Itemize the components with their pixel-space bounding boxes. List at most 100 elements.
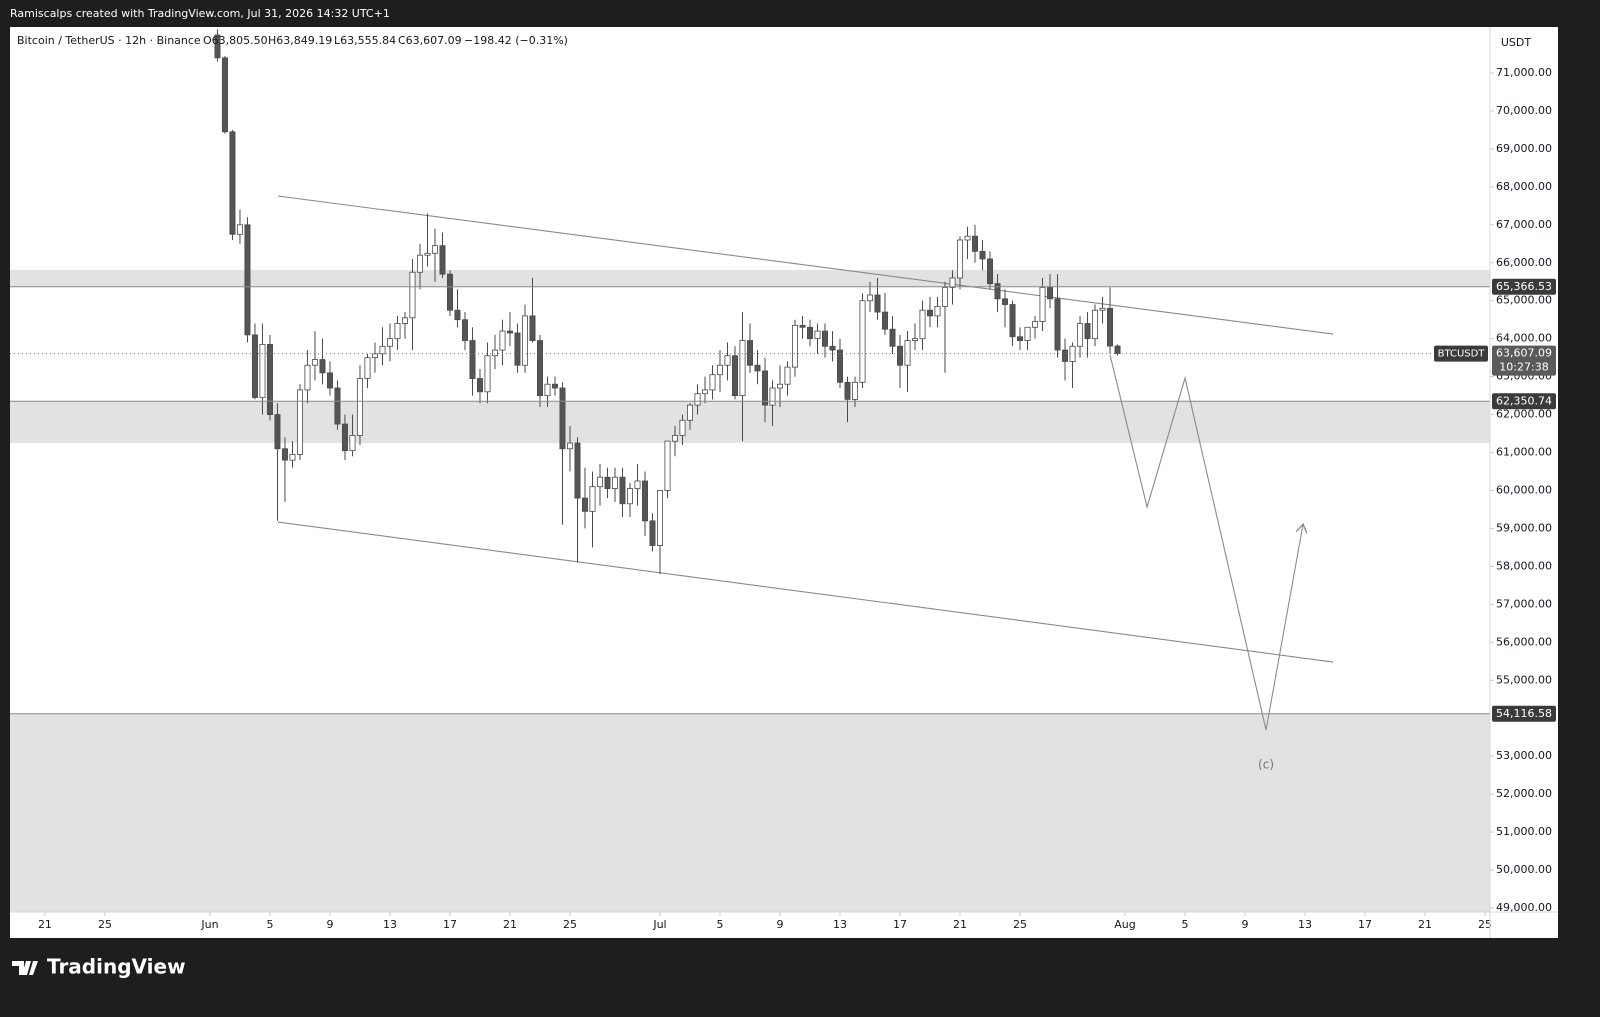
candle-body: [919, 309, 926, 340]
y-tick-label: 62,000.00: [1496, 408, 1552, 421]
candle-body: [334, 387, 341, 425]
candle-body: [566, 442, 573, 450]
candle-body: [731, 355, 738, 397]
candle-body: [754, 364, 761, 372]
countdown: 10:27:38: [1499, 361, 1548, 374]
candle-body: [544, 383, 551, 397]
candle-body: [1099, 307, 1106, 311]
y-tick-label: 57,000.00: [1496, 597, 1552, 610]
candle-body: [934, 306, 941, 317]
candle-body: [604, 476, 611, 489]
candle-body: [1084, 323, 1091, 340]
candle-body: [341, 423, 348, 452]
y-tick-label: 59,000.00: [1496, 521, 1552, 534]
candle-body: [769, 387, 776, 406]
candle-body: [942, 287, 949, 307]
level-label: 54,116.58: [1496, 707, 1552, 720]
candle-body: [386, 338, 393, 347]
candle-body: [1047, 287, 1054, 300]
x-tick-label: 21: [953, 918, 967, 931]
candle-body: [266, 343, 273, 415]
x-tick-label: 17: [1358, 918, 1372, 931]
candle-body: [379, 345, 386, 355]
candle-body: [1054, 298, 1061, 351]
ohlc-open: O63,805.50: [203, 34, 268, 47]
y-tick-label: 68,000.00: [1496, 180, 1552, 193]
candle-body: [251, 334, 258, 398]
trendline: [277, 521, 1334, 663]
candle-body: [957, 239, 964, 279]
candle-body: [852, 381, 859, 400]
candle-body: [912, 338, 919, 341]
y-tick-label: 66,000.00: [1496, 256, 1552, 269]
ohlc-close: C63,607.09: [398, 34, 462, 47]
candle-body: [656, 490, 663, 546]
candle-body: [461, 319, 468, 341]
candle-body: [349, 435, 356, 452]
y-tick-label: 60,000.00: [1496, 483, 1552, 496]
candle-body: [889, 328, 896, 347]
x-tick-label: 9: [326, 918, 333, 931]
symbol-tag: BTCUSDT: [1438, 349, 1486, 360]
candle-body: [551, 383, 558, 389]
candle-body: [581, 497, 588, 512]
x-tick-label: 25: [563, 918, 577, 931]
x-tick-label: 25: [1478, 918, 1492, 931]
candle-body: [837, 349, 844, 383]
x-tick-label: 17: [893, 918, 907, 931]
price-zone: [10, 713, 1490, 912]
ohlc-low: L63,555.84: [334, 34, 396, 47]
candle-body: [1032, 321, 1039, 328]
candle-body: [626, 488, 633, 505]
candle-body: [274, 414, 281, 450]
x-tick-label: 25: [1013, 918, 1027, 931]
candle-body: [897, 345, 904, 366]
ohlc-high: H63,849.19: [268, 34, 332, 47]
brand-name: TradingView: [47, 955, 186, 979]
symbol-legend: Bitcoin / TetherUS · 12h · Binance: [17, 34, 201, 47]
candle-body: [829, 345, 836, 351]
candle-body: [1114, 345, 1121, 354]
level-label: 65,366.53: [1496, 280, 1552, 293]
x-tick-label: 17: [443, 918, 457, 931]
author-line: Ramiscalps created with TradingView.com,…: [10, 7, 390, 20]
candle-body: [536, 340, 543, 397]
symbol-tag-box: [1434, 345, 1488, 362]
candle-body: [236, 224, 243, 235]
candle-body: [784, 366, 791, 385]
candle-body: [619, 476, 626, 505]
x-tick-label: Jun: [200, 918, 218, 931]
price-zone: [10, 401, 1490, 444]
candle-body: [589, 486, 596, 512]
candle-body: [356, 378, 363, 436]
last-price-box: [1492, 345, 1556, 376]
candle-body: [446, 273, 453, 311]
candle-body: [927, 309, 934, 317]
candle-body: [1069, 345, 1076, 362]
currency-label[interactable]: USDT: [1501, 36, 1532, 49]
y-tick-label: 61,000.00: [1496, 446, 1552, 459]
candle-body: [1077, 323, 1084, 347]
candle-body: [1002, 298, 1009, 305]
candle-body: [431, 245, 438, 254]
candle-body: [416, 254, 423, 273]
candle-body: [371, 353, 378, 359]
level-label-box: [1492, 393, 1556, 410]
last-price-label: 63,607.09: [1496, 347, 1552, 360]
candle-body: [964, 235, 971, 241]
candle-body: [799, 324, 806, 328]
candle-body: [401, 317, 408, 324]
x-tick-label: 5: [1182, 918, 1189, 931]
candle-body: [701, 389, 708, 395]
candle-body: [807, 326, 814, 340]
candle-body: [874, 294, 881, 313]
candle-body: [319, 359, 326, 374]
candle-body: [244, 224, 251, 336]
y-tick-label: 70,000.00: [1496, 104, 1552, 117]
candle-body: [641, 480, 648, 522]
candle-body: [859, 300, 866, 383]
candle-body: [296, 389, 303, 455]
y-tick-label: 65,000.00: [1496, 294, 1552, 307]
candle-body: [469, 340, 476, 379]
